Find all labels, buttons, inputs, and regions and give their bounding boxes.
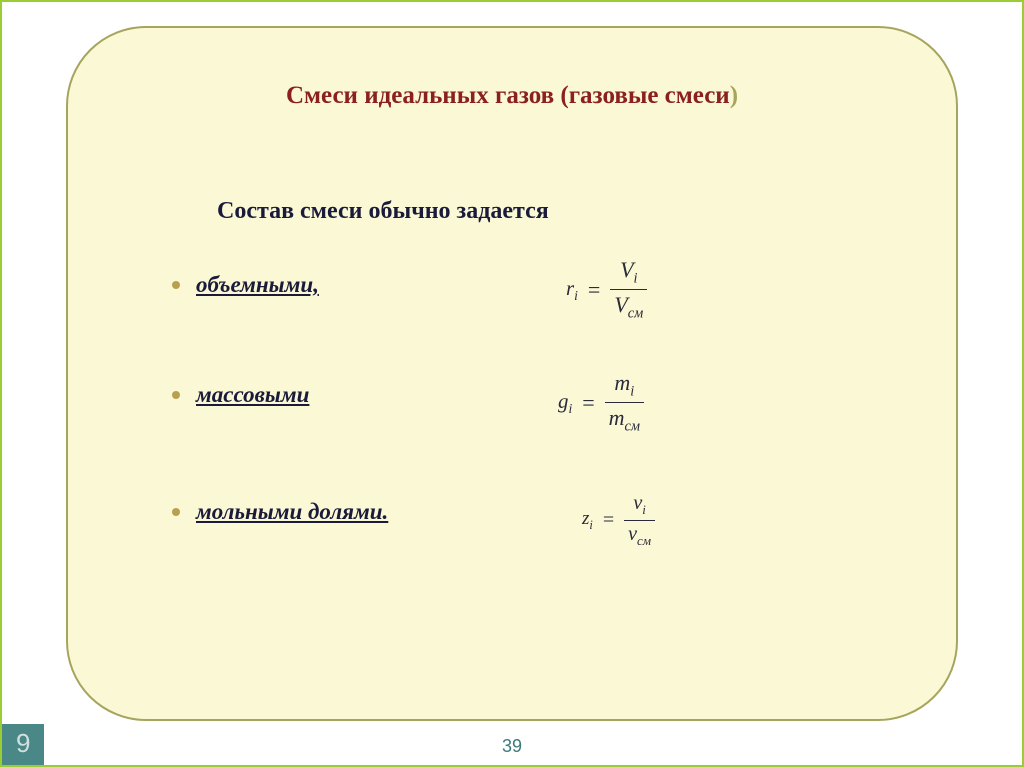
- equals-sign: =: [578, 390, 598, 416]
- bullet-label: мольными долями.: [196, 499, 388, 525]
- bullet-dot-icon: [172, 281, 180, 289]
- title-close-paren: ): [730, 82, 738, 109]
- bullet-label: массовыми: [196, 382, 309, 408]
- formula-lhs: zi: [582, 508, 593, 533]
- numerator: mi: [610, 370, 638, 402]
- subtitle: Состав смеси обычно задается: [217, 198, 549, 225]
- bullet-dot-icon: [172, 508, 180, 516]
- fraction: νi νсм: [624, 492, 655, 549]
- denominator: mсм: [605, 402, 644, 435]
- bullet-dot-icon: [172, 391, 180, 399]
- formula-mass-fraction: gi = mi mсм: [558, 370, 644, 436]
- bullet-item-volume: объемными,: [172, 272, 319, 298]
- slide-card: [66, 26, 958, 721]
- denominator: Vсм: [610, 289, 647, 322]
- numerator: Vi: [616, 257, 641, 289]
- title-text: Смеси идеальных газов (газовые смеси: [286, 82, 730, 109]
- formula-lhs: gi: [558, 389, 572, 417]
- formula-volume-fraction: ri = Vi Vсм: [566, 257, 647, 323]
- page-number: 39: [502, 736, 522, 757]
- bullet-item-mass: массовыми: [172, 382, 309, 408]
- bullet-label: объемными,: [196, 272, 319, 298]
- formula-lhs: ri: [566, 276, 578, 304]
- slide-title: Смеси идеальных газов (газовые смеси): [286, 82, 738, 110]
- slide-outer-frame: Смеси идеальных газов (газовые смеси) Со…: [0, 0, 1024, 767]
- equals-sign: =: [584, 277, 604, 303]
- fraction: mi mсм: [605, 370, 644, 436]
- bullet-item-mole: мольными долями.: [172, 499, 388, 525]
- slide-number-badge: 9: [2, 724, 44, 765]
- numerator: νi: [629, 492, 650, 520]
- fraction: Vi Vсм: [610, 257, 647, 323]
- formula-mole-fraction: zi = νi νсм: [582, 492, 655, 549]
- denominator: νсм: [624, 520, 655, 549]
- equals-sign: =: [599, 509, 618, 532]
